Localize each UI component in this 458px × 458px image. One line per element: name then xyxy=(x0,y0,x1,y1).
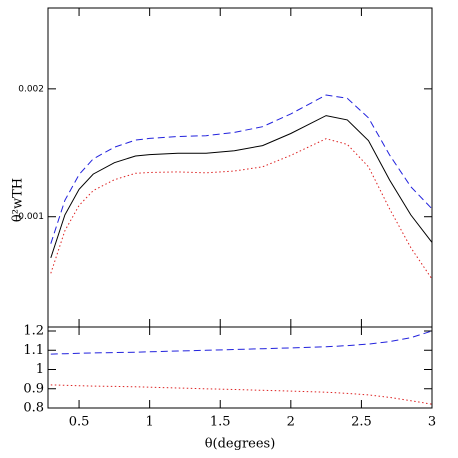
series-line xyxy=(50,94,433,244)
y-tick-label: 1.2 xyxy=(23,324,44,339)
y-tick-label: 1.1 xyxy=(23,343,44,358)
y-tick-label: 1 xyxy=(36,362,44,377)
x-tick-label: 1.5 xyxy=(210,415,231,430)
bottom-frame xyxy=(47,326,433,409)
y-tick-label: 0.002 xyxy=(18,84,44,94)
y-axis-label: θ²wTH xyxy=(11,178,26,222)
x-tick-label: 3 xyxy=(428,415,436,430)
y-tick-label: 0.9 xyxy=(23,381,44,396)
series-line xyxy=(50,115,433,259)
x-tick-label: 2.5 xyxy=(351,415,372,430)
series-line xyxy=(50,384,433,405)
x-axis-label: θ(degrees) xyxy=(205,437,276,452)
series-line xyxy=(50,138,433,280)
y-tick-label: 0.8 xyxy=(23,401,44,416)
x-tick-label: 0.5 xyxy=(69,415,90,430)
x-tick-label: 2 xyxy=(287,415,295,430)
x-tick-label: 1 xyxy=(146,415,154,430)
series-line xyxy=(50,330,433,355)
y-tick-label: 0.001 xyxy=(18,212,44,222)
